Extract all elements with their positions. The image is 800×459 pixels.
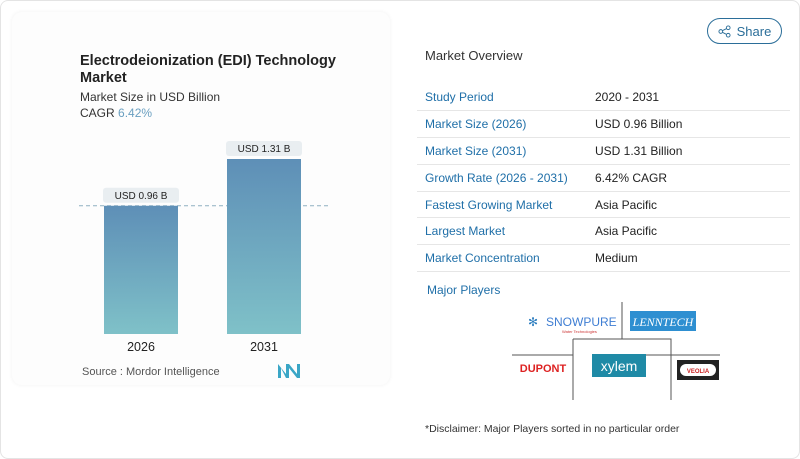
disclaimer: *Disclaimer: Major Players sorted in no … [425,423,680,435]
cagr: CAGR 6.42% [80,106,152,120]
chart-subtitle: Market Size in USD Billion [80,90,221,104]
overview-row: Growth Rate (2026 - 2031) 6.42% CAGR [417,164,790,192]
overview-row: Market Size (2031) USD 1.31 Billion [417,137,790,165]
data-label: USD 1.31 B [238,144,291,155]
row-value: USD 0.96 Billion [587,110,790,139]
data-label: USD 0.96 B [115,191,168,202]
row-label: Growth Rate (2026 - 2031) [417,164,587,192]
row-label: Largest Market [417,217,587,246]
row-label: Market Size (2031) [417,137,587,165]
row-value: Asia Pacific [587,217,790,246]
mordor-logo-icon [278,364,300,378]
row-label: Market Size (2026) [417,110,587,139]
players-heading: Major Players [427,283,501,297]
overview-row: Market Concentration Medium [417,244,790,273]
bar-chart: USD 0.96 B 2026 USD 1.31 B 2031 [79,141,328,354]
row-value: Asia Pacific [587,191,790,219]
row-value: Medium [587,244,790,273]
row-label: Fastest Growing Market [417,191,587,219]
overview-row: Largest Market Asia Pacific [417,217,790,246]
bar-2026 [104,205,178,334]
row-value: 6.42% CAGR [587,164,790,192]
row-value: 2020 - 2031 [587,84,790,112]
overview-heading: Market Overview [425,48,523,63]
chart-card [12,12,390,385]
x-tick-label: 2031 [250,340,278,354]
data-label-bg [103,187,179,203]
row-label: Study Period [417,84,587,112]
row-label: Market Concentration [417,244,587,273]
overview-row: Fastest Growing Market Asia Pacific [417,191,790,219]
data-label-bg [226,141,302,156]
overview-row: Study Period 2020 - 2031 [417,84,790,112]
cagr-value: 6.42% [118,106,153,120]
overview-table: Study Period 2020 - 2031 Market Size (2026… [417,84,790,273]
cagr-label: CAGR [80,106,115,120]
x-tick-label: 2026 [127,340,155,354]
source-text: Source : Mordor Intelligence [82,366,220,378]
share-icon [718,24,731,38]
chart-title: Electrodeionization (EDI) Technology Mar… [80,53,336,86]
share-button[interactable]: Share [707,18,782,44]
row-value: USD 1.31 Billion [587,137,790,165]
bar-2031 [227,159,301,334]
overview-row: Market Size (2026) USD 0.96 Billion [417,110,790,139]
share-label: Share [736,23,772,39]
